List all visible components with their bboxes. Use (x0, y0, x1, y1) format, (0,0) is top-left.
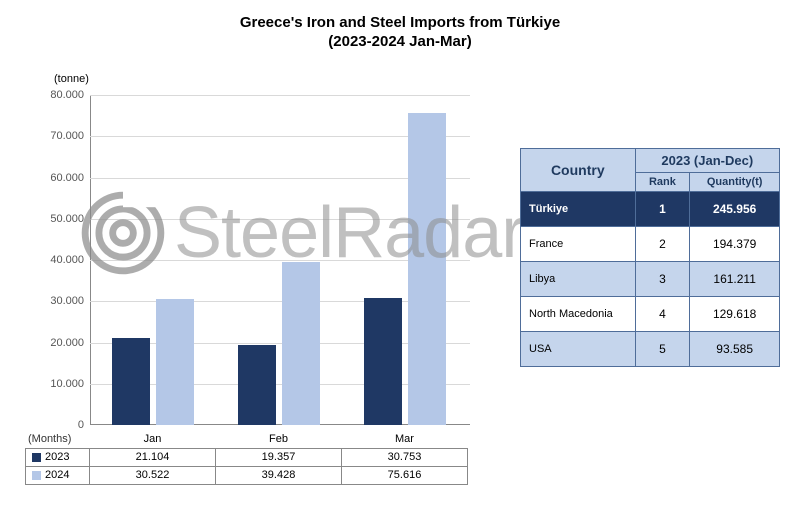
country-cell: France (521, 227, 636, 262)
data-cell: 30.522 (90, 466, 216, 484)
th-country: Country (521, 149, 636, 192)
title-line1: Greece's Iron and Steel Imports from Tür… (240, 14, 560, 31)
qty-cell: 129.618 (690, 297, 780, 332)
country-cell: Libya (521, 262, 636, 297)
data-cell: 19.357 (216, 448, 342, 466)
data-cell: 30.753 (342, 448, 468, 466)
qty-cell: 93.585 (690, 332, 780, 367)
th-period: 2023 (Jan-Dec) (635, 149, 779, 173)
bar-2024-Jan (156, 299, 194, 425)
y-tick-label: 80.000 (24, 89, 84, 101)
rank-cell: 3 (635, 262, 690, 297)
series-header-2024: 2024 (26, 466, 90, 484)
gridline (90, 95, 470, 96)
country-cell: Türkiye (521, 192, 636, 227)
y-tick-label: 30.000 (24, 295, 84, 307)
month-header: Mar (342, 430, 468, 448)
month-header: Jan (90, 430, 216, 448)
country-table: Country2023 (Jan-Dec)RankQuantity(t) Türk… (520, 148, 780, 367)
rank-cell: 5 (635, 332, 690, 367)
bar-2024-Feb (282, 262, 320, 425)
rank-cell: 2 (635, 227, 690, 262)
rank-cell: 4 (635, 297, 690, 332)
bar-2023-Mar (364, 298, 402, 425)
data-cell: 21.104 (90, 448, 216, 466)
qty-cell: 194.379 (690, 227, 780, 262)
th-sub: Rank (635, 173, 690, 192)
bar-2023-Jan (112, 338, 150, 425)
bar-2024-Mar (408, 113, 446, 425)
y-tick-label: 50.000 (24, 213, 84, 225)
y-tick-label: 10.000 (24, 378, 84, 390)
y-axis-label: (tonne) (54, 73, 89, 85)
title-line2: (2023-2024 Jan-Mar) (328, 33, 471, 50)
country-cell: USA (521, 332, 636, 367)
y-tick-label: 40.000 (24, 254, 84, 266)
bar-2023-Feb (238, 345, 276, 425)
bar-chart: 010.00020.00030.00040.00050.00060.00070.… (90, 95, 470, 425)
th-sub: Quantity(t) (690, 173, 780, 192)
rank-cell: 1 (635, 192, 690, 227)
y-tick-label: 20.000 (24, 337, 84, 349)
chart-data-table: JanFebMar 2023 21.10419.35730.753 2024 30.52… (25, 430, 468, 485)
series-header-2023: 2023 (26, 448, 90, 466)
legend-swatch (32, 471, 41, 480)
qty-cell: 161.211 (690, 262, 780, 297)
plot-area: 010.00020.00030.00040.00050.00060.00070.… (90, 95, 470, 425)
data-cell: 75.616 (342, 466, 468, 484)
qty-cell: 245.956 (690, 192, 780, 227)
country-cell: North Macedonia (521, 297, 636, 332)
legend-label: 2023 (45, 451, 69, 463)
month-header: Feb (216, 430, 342, 448)
legend-swatch (32, 453, 41, 462)
legend-label: 2024 (45, 469, 69, 481)
y-tick-label: 60.000 (24, 172, 84, 184)
data-cell: 39.428 (216, 466, 342, 484)
y-tick-label: 70.000 (24, 130, 84, 142)
chart-title: Greece's Iron and Steel Imports from Tür… (0, 14, 800, 52)
